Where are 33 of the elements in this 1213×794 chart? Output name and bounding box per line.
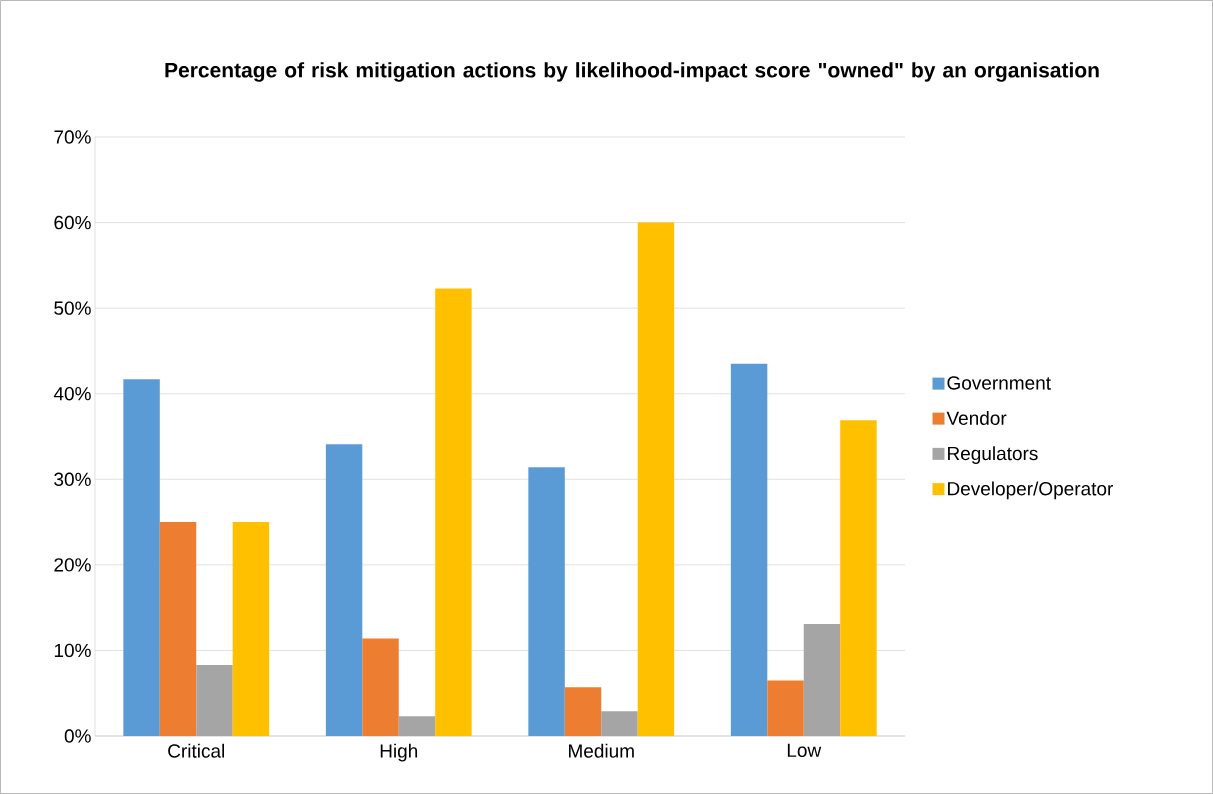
bar [123,379,160,736]
x-tick-label: Medium [569,743,634,758]
x-tick-label: Low [787,743,822,758]
bar [398,716,436,736]
legend-label: Developer/Operator [948,481,1114,500]
bar [159,522,197,736]
bar [325,444,363,736]
bar [435,288,472,736]
bar [528,467,565,736]
y-tick-label: 0% [64,729,91,743]
bar [637,222,675,736]
bar [362,638,399,736]
y-tick-label: 30% [54,472,91,487]
bar [232,522,270,736]
bar [767,680,804,736]
x-tick-label: Critical [168,743,224,758]
y-tick-label: 40% [53,386,91,401]
bar [840,420,877,736]
chart-title: Percentage of risk mitigation actions by likelihood-impact score "owned" by an organisation [165,62,1099,82]
y-tick-label: 50% [54,301,91,315]
bar [601,711,638,736]
x-tick-label: High [380,743,418,762]
legend-label: Vendor [946,411,1007,425]
legend-label: Regulators [948,446,1038,464]
bar [803,623,841,736]
bar [730,363,768,736]
y-tick-label: 10% [54,643,91,658]
bar [196,664,233,736]
legend-label: Government [947,376,1051,390]
bar [564,687,602,736]
y-tick-label: 20% [54,558,91,572]
y-tick-label: 70% [54,130,91,144]
y-tick-label: 60% [54,215,91,230]
